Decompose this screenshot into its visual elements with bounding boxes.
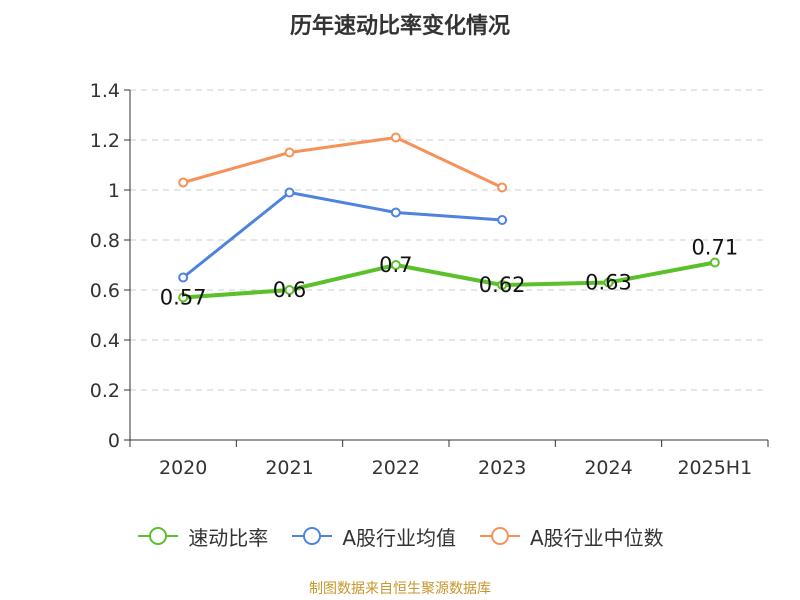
legend-item-industry-median[interactable]: A股行业中位数 xyxy=(478,522,664,551)
data-point xyxy=(284,285,295,295)
y-tick-label: 0.4 xyxy=(90,330,120,352)
legend-line-symbol xyxy=(480,527,520,545)
data-point xyxy=(709,257,720,268)
data-point xyxy=(390,132,401,143)
data-point xyxy=(603,277,614,288)
data-label: 0.6 xyxy=(273,278,306,302)
legend-line-symbol xyxy=(138,527,179,545)
legend-symbol-dot xyxy=(303,527,322,545)
legend-line-symbol xyxy=(292,527,333,545)
legend-label-quick-ratio: 速动比率 xyxy=(188,525,269,550)
data-point xyxy=(284,187,295,198)
legend-symbol-dot xyxy=(149,527,168,545)
legend-symbol-dot xyxy=(491,527,509,545)
series-line xyxy=(182,136,503,189)
y-tick-label: 0.6 xyxy=(90,280,120,302)
legend-label-industry-median: A股行业中位数 xyxy=(530,525,664,550)
series-line xyxy=(182,191,503,279)
legend: 速动比率 A股行业均值 A股行业中位数 xyxy=(0,520,800,552)
y-tick-label: 0.8 xyxy=(90,230,120,252)
data-point xyxy=(497,215,508,225)
x-tick-label: 2024 xyxy=(584,457,632,479)
series-line xyxy=(183,260,716,300)
data-point xyxy=(178,272,189,283)
x-tick-label: 2020 xyxy=(159,457,207,479)
data-label: 0.62 xyxy=(479,273,526,297)
legend-item-quick-ratio[interactable]: 速动比率 xyxy=(136,522,268,551)
data-point xyxy=(497,280,508,290)
data-label: 0.71 xyxy=(691,236,738,260)
x-tick-label: 2025H1 xyxy=(677,457,752,479)
legend-item-industry-mean[interactable]: A股行业均值 xyxy=(290,522,456,551)
y-tick-label: 1 xyxy=(108,180,120,202)
data-point xyxy=(390,260,401,270)
source-note: 制图数据来自恒生聚源数据库 xyxy=(309,581,491,597)
data-label: 0.7 xyxy=(379,253,412,277)
x-tick-label: 2021 xyxy=(265,457,313,479)
data-label: 0.63 xyxy=(585,271,632,295)
y-tick-label: 0 xyxy=(108,430,120,452)
x-tick-label: 2022 xyxy=(372,457,420,479)
legend-label-industry-mean: A股行业均值 xyxy=(342,525,456,550)
x-tick-label: 2023 xyxy=(478,457,526,479)
data-point xyxy=(390,207,401,218)
data-point xyxy=(178,292,189,303)
y-tick-label: 1.4 xyxy=(90,80,120,102)
data-point xyxy=(178,177,189,188)
chart-title: 历年速动比率变化情况 xyxy=(289,14,510,39)
y-tick-label: 0.2 xyxy=(90,380,120,402)
y-tick-label: 1.2 xyxy=(90,130,120,152)
data-point xyxy=(284,147,295,158)
data-label: 0.57 xyxy=(160,286,207,310)
data-point xyxy=(497,182,508,193)
